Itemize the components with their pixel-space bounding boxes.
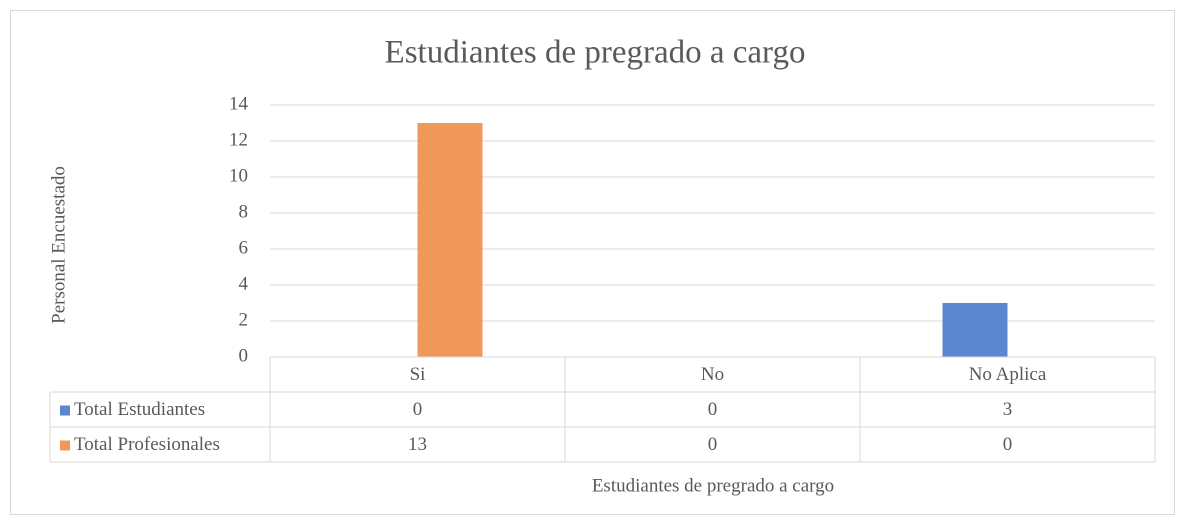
x-tick-label: Si [410, 364, 426, 385]
y-tick-label: 2 [239, 309, 249, 330]
table-value: 0 [1003, 434, 1013, 455]
bar [417, 123, 483, 357]
bar [942, 303, 1008, 357]
legend-swatch [60, 440, 70, 451]
table-value: 0 [708, 399, 718, 420]
y-axis-label: Personal Encuestado [48, 166, 69, 324]
y-tick-label: 14 [229, 93, 249, 114]
table-value: 3 [1003, 399, 1013, 420]
y-tick-label: 6 [239, 237, 249, 258]
x-tick-label: No [701, 364, 724, 385]
y-tick-label: 4 [239, 273, 249, 294]
y-tick-label: 12 [229, 129, 248, 150]
y-tick-label: 0 [239, 345, 249, 366]
y-tick-label: 8 [239, 201, 249, 222]
chart-border [10, 10, 1175, 515]
legend-label: Total Profesionales [74, 434, 220, 455]
chart-title: Estudiantes de pregrado a cargo [385, 35, 806, 71]
legend-swatch [60, 405, 70, 416]
x-axis-label: Estudiantes de pregrado a cargo [592, 475, 834, 496]
x-tick-label: No Aplica [969, 364, 1047, 385]
table-value: 0 [413, 399, 423, 420]
legend-label: Total Estudiantes [74, 399, 205, 420]
table-value: 0 [708, 434, 718, 455]
table-value: 13 [408, 434, 427, 455]
y-tick-label: 10 [229, 165, 248, 186]
